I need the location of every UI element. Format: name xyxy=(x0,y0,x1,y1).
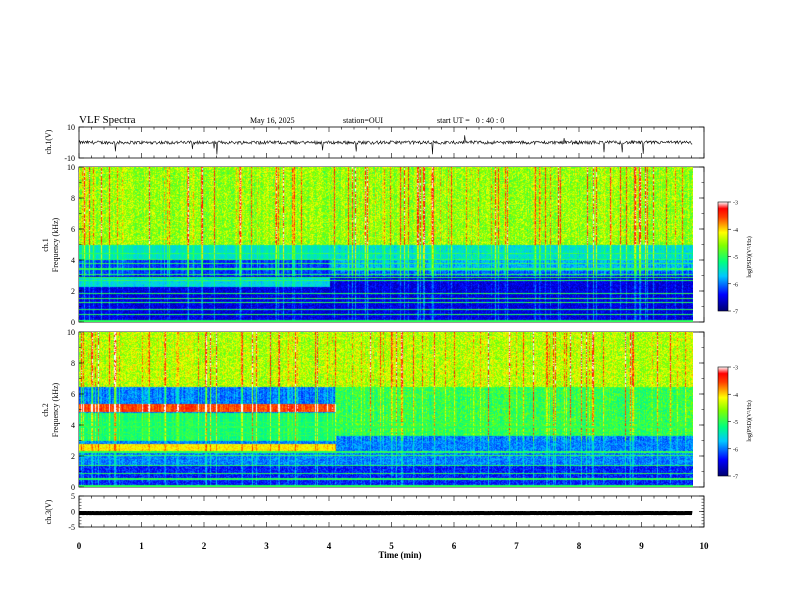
ch3-ylabel: ch.3(V) xyxy=(44,499,53,524)
ch1-ylabel: ch.1(V) xyxy=(44,129,53,154)
colorbar-tick-label: -5 xyxy=(733,255,738,261)
ytick-label: 8 xyxy=(71,194,75,203)
ch1-spectrogram-panel: ch.1 Frequency (kHz) 0 2 4 6 8 10 xyxy=(41,163,704,327)
xaxis-label: Time (min) xyxy=(378,550,421,560)
colorbar-tick-label: -6 xyxy=(733,447,738,453)
ytick-label: 10 xyxy=(67,163,75,172)
time-axis: 0 1 2 3 4 5 6 7 8 9 10 xyxy=(77,541,709,551)
ytick-label: 6 xyxy=(71,390,75,399)
ytick-label: -10 xyxy=(64,154,75,163)
figure-title: VLF Spectra xyxy=(79,114,136,126)
ch2-channel-label: ch.2 xyxy=(41,403,50,417)
ytick-label: 2 xyxy=(71,287,75,296)
ytick-label: 2 xyxy=(71,452,75,461)
xtick-label: 1 xyxy=(139,541,144,551)
xtick-label: 2 xyxy=(202,541,207,551)
xtick-label: 9 xyxy=(639,541,644,551)
ytick-label: -5 xyxy=(68,523,75,532)
colorbar-tick-label: -5 xyxy=(733,420,738,426)
ch2-freq-label: Frequency (kHz) xyxy=(51,382,60,437)
ch1-colorbar: -3 -4 -5 -6 -7 log(PSD)(V²/Hz) xyxy=(717,201,753,316)
colorbar-tick-label: -3 xyxy=(733,366,738,372)
ch1-colorbar-label: log(PSD)(V²/Hz) xyxy=(746,236,753,277)
ytick-label: 10 xyxy=(67,123,75,132)
xtick-label: 0 xyxy=(77,541,82,551)
ytick-label: 0 xyxy=(71,508,75,517)
ch3-waveform-panel: ch.3(V) 5 0 -5 xyxy=(44,492,704,532)
colorbar-tick-label: -3 xyxy=(733,201,738,207)
ytick-label: 5 xyxy=(71,492,75,501)
ch1-spectrogram-heatmap xyxy=(79,167,693,322)
colorbar-tick-label: -4 xyxy=(733,228,738,234)
ch2-colorbar: -3 -4 -5 -6 -7 log(PSD)(V²/Hz) xyxy=(717,366,753,481)
ytick-label: 10 xyxy=(67,328,75,337)
xtick-label: 4 xyxy=(327,541,332,551)
xtick-label: 6 xyxy=(452,541,457,551)
ch2-colorbar-label: log(PSD)(V²/Hz) xyxy=(746,400,753,441)
ch1-waveform-line xyxy=(78,135,693,155)
colorbar-tick-label: -4 xyxy=(733,393,738,399)
colorbar-tick-label: -6 xyxy=(733,282,738,288)
ch2-spectrogram-panel: ch.2 Frequency (kHz) 0 2 4 6 8 10 xyxy=(41,328,704,492)
xtick-label: 3 xyxy=(264,541,269,551)
ch1-freq-label: Frequency (kHz) xyxy=(51,217,60,272)
ytick-label: 6 xyxy=(71,225,75,234)
ytick-label: 4 xyxy=(71,256,75,265)
date-label: May 16, 2025 xyxy=(250,116,295,125)
colorbar-tick-label: -7 xyxy=(733,310,738,316)
xtick-label: 10 xyxy=(700,541,710,551)
start-time-label: start UT = 0 : 40 : 0 xyxy=(437,116,504,125)
colorbar-tick-label: -7 xyxy=(733,475,738,481)
xtick-label: 8 xyxy=(577,541,582,551)
ch2-spectrogram-heatmap xyxy=(79,332,693,487)
ytick-label: 0 xyxy=(71,318,75,327)
xtick-label: 5 xyxy=(389,541,394,551)
ch1-waveform-panel: ch.1(V) 10 -10 xyxy=(44,123,704,163)
ytick-label: 8 xyxy=(71,359,75,368)
xtick-label: 7 xyxy=(514,541,519,551)
ch1-channel-label: ch.1 xyxy=(41,238,50,252)
station-label: station=OUI xyxy=(343,116,383,125)
ytick-label: 4 xyxy=(71,421,75,430)
ytick-label: 0 xyxy=(71,483,75,492)
